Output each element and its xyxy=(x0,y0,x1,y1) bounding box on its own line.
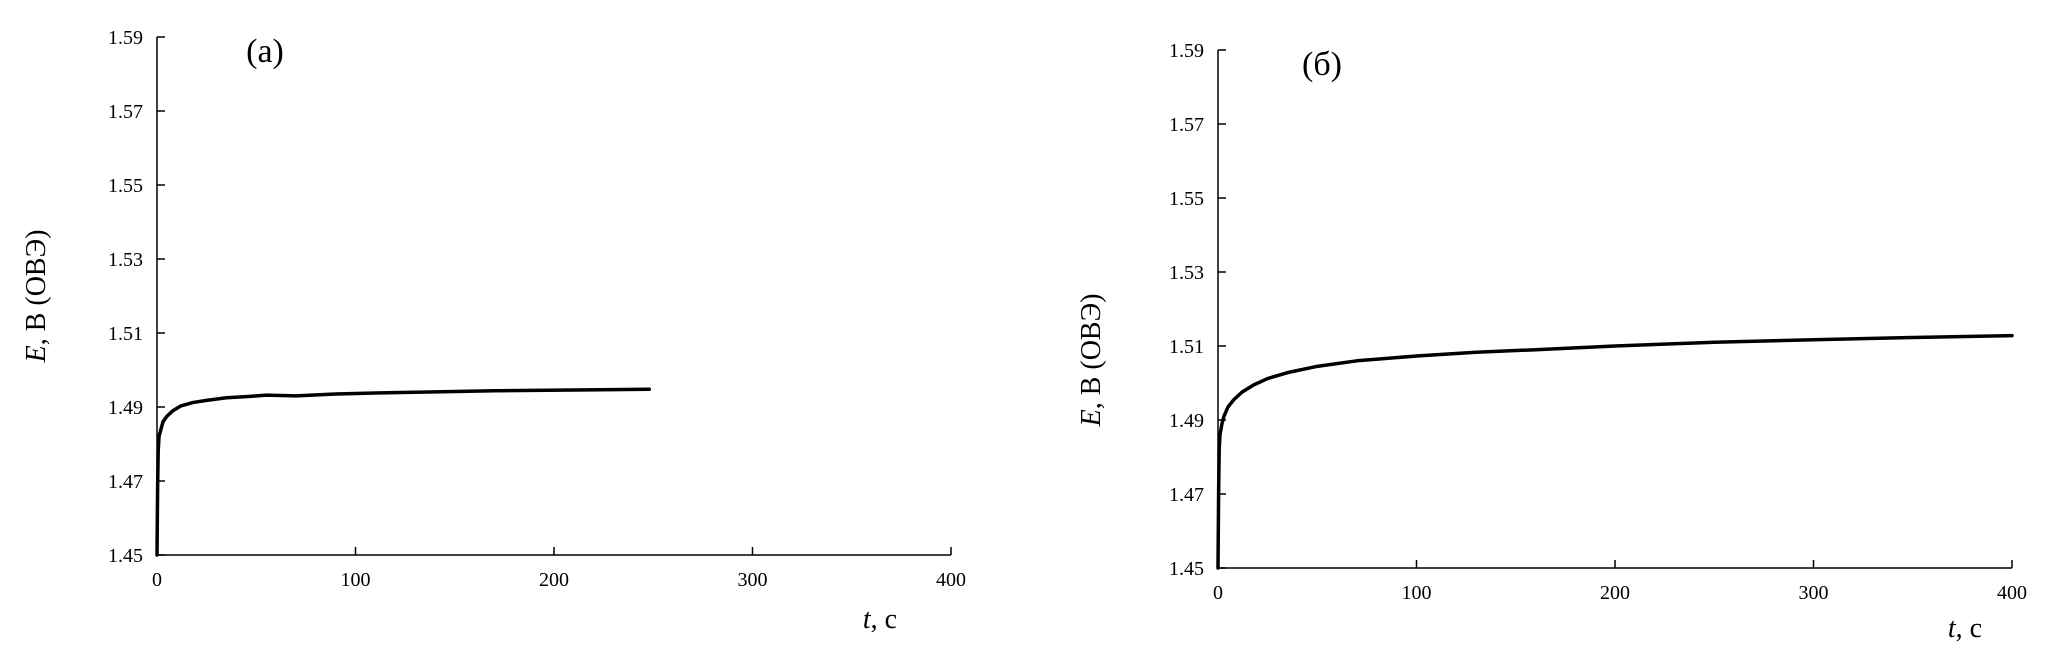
x-tick-label: 0 xyxy=(1213,582,1223,604)
y-tick-label: 1.53 xyxy=(1169,262,1204,284)
x-tick-label: 200 xyxy=(1600,582,1630,604)
chart-panel-a: 1.45 1.47 1.49 1.51 1.53 1.55 1.57 1.59 0 100 200 3… xyxy=(21,27,966,635)
x-tick-label: 400 xyxy=(1997,582,2027,604)
y-tick-label: 1.51 xyxy=(108,323,143,345)
x-axis-unit: , с xyxy=(1956,613,1982,644)
y-tick-label: 1.57 xyxy=(108,101,143,123)
x-tick-label: 300 xyxy=(1799,582,1829,604)
y-tick-label: 1.55 xyxy=(108,175,143,197)
chart-panel-b: 1.45 1.47 1.49 1.51 1.53 1.55 1.57 1.59 0 100 200 3… xyxy=(1076,40,2027,644)
y-tick-label: 1.49 xyxy=(1169,410,1204,432)
x-tick-label: 200 xyxy=(539,569,569,591)
y-axis-label: E, В (ОВЭ) xyxy=(21,230,52,364)
x-axis-variable: t xyxy=(1948,613,1957,644)
x-axis-unit: , с xyxy=(871,604,897,635)
y-tick-label: 1.59 xyxy=(108,27,143,49)
y-axis-variable: E xyxy=(21,345,52,363)
y-tick-label: 1.45 xyxy=(108,545,143,567)
x-tick-label: 300 xyxy=(738,569,768,591)
y-tick-label: 1.47 xyxy=(1169,484,1204,506)
x-tick-label: 100 xyxy=(341,569,371,591)
y-axis-label: E, В (ОВЭ) xyxy=(1076,294,1107,428)
y-axis-unit: , В (ОВЭ) xyxy=(21,230,52,346)
y-tick-label: 1.45 xyxy=(1169,558,1204,580)
y-tick-label: 1.53 xyxy=(108,249,143,271)
y-tick-label: 1.59 xyxy=(1169,40,1204,62)
series-line xyxy=(155,387,652,557)
x-tick-label: 400 xyxy=(936,569,966,591)
series-line xyxy=(1216,333,2014,570)
y-axis-unit: , В (ОВЭ) xyxy=(1076,294,1107,410)
y-tick-label: 1.51 xyxy=(1169,336,1204,358)
x-tick-label: 100 xyxy=(1402,582,1432,604)
y-axis-variable: E xyxy=(1076,409,1107,427)
y-tick-label: 1.49 xyxy=(108,397,143,419)
x-axis-variable: t xyxy=(863,604,872,635)
x-tick-label: 0 xyxy=(152,569,162,591)
x-axis-label: t, с xyxy=(863,604,897,635)
y-tick-label: 1.47 xyxy=(108,471,143,493)
y-tick-label: 1.57 xyxy=(1169,114,1204,136)
panel-label: (а) xyxy=(246,33,284,70)
x-axis-label: t, с xyxy=(1948,613,1982,644)
y-tick-label: 1.55 xyxy=(1169,188,1204,210)
panel-label: (б) xyxy=(1302,46,1342,83)
